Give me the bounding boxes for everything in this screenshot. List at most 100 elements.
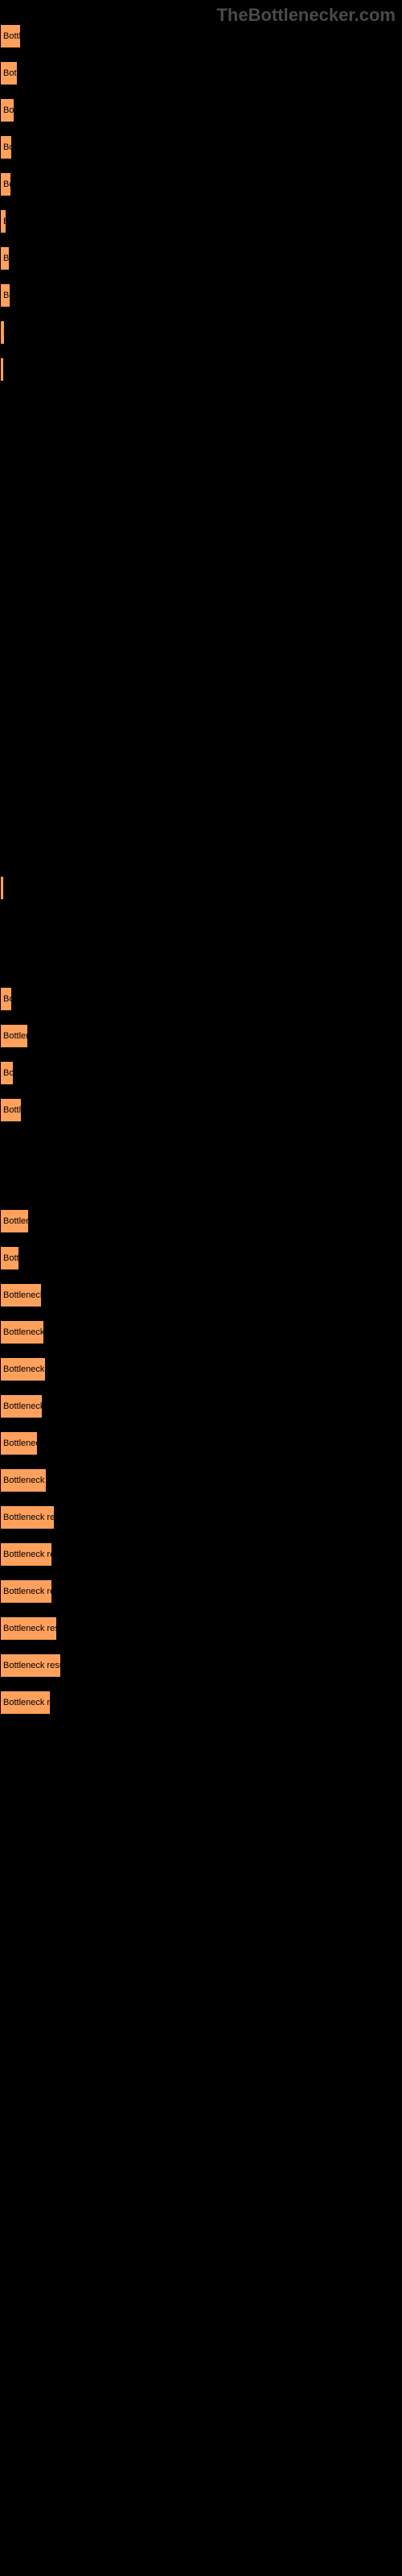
- bar: Bottleneck result: [0, 1579, 52, 1604]
- bar-label: Bottleneck result: [3, 1402, 43, 1411]
- bar-label: Bottleneck result: [3, 1068, 14, 1078]
- bar: Bottleneck result: [0, 98, 14, 122]
- bar: Bottleneck result: [0, 320, 5, 345]
- bar: Bottleneck result: [0, 1061, 14, 1085]
- bar: Bottleneck result: [0, 135, 12, 159]
- bar-label: Bottleneck result: [3, 1364, 46, 1374]
- bar-row: [0, 950, 402, 974]
- bar-label: Bottleneck result: [3, 180, 11, 189]
- bar-row: [0, 469, 402, 493]
- bar: Bottleneck result: [0, 1357, 46, 1381]
- bar: Bottleneck result: [0, 1024, 28, 1048]
- bar-label: Bottleneck result: [3, 1327, 44, 1337]
- bar-label: Bottleneck result: [3, 1290, 42, 1300]
- bar-label: Bottleneck result: [3, 1105, 22, 1115]
- bar-row: [0, 543, 402, 567]
- bar: Bottleneck result: [0, 1246, 19, 1270]
- bar: Bottleneck result: [0, 357, 4, 382]
- bar: Bottleneck result: [0, 1320, 44, 1344]
- watermark-text: TheBottlenecker.com: [216, 5, 396, 26]
- bar: Bottleneck result: [0, 1098, 22, 1122]
- bar-row: Bottleneck result: [0, 1061, 402, 1085]
- bar: Bottleneck result: [0, 61, 18, 85]
- bar: Bottleneck result: [0, 876, 4, 900]
- bar-row: Bottleneck result: [0, 172, 402, 196]
- bar-label: Bottleneck result: [3, 254, 10, 263]
- bar-row: [0, 1135, 402, 1159]
- bar-row: Bottleneck result: [0, 1209, 402, 1233]
- bar-label: Bottleneck result: [3, 217, 6, 226]
- bar-row: [0, 1172, 402, 1196]
- bar-row: Bottleneck result: [0, 1579, 402, 1604]
- bar-label: Bottleneck result: [3, 1513, 55, 1522]
- bar-label: Bottleneck result: [3, 1253, 19, 1263]
- bar-label: Bottleneck result: [3, 31, 21, 41]
- bar-row: [0, 691, 402, 715]
- bar-row: Bottleneck result: [0, 1690, 402, 1715]
- bar-row: Bottleneck result: [0, 1505, 402, 1530]
- bar-row: [0, 802, 402, 826]
- bar-row: Bottleneck result: [0, 24, 402, 48]
- bar-row: Bottleneck result: [0, 1320, 402, 1344]
- bar-row: [0, 728, 402, 752]
- bar-label: Bottleneck result: [3, 994, 12, 1004]
- bar-row: [0, 506, 402, 530]
- bar: Bottleneck result: [0, 209, 6, 233]
- bar-row: Bottleneck result: [0, 98, 402, 122]
- bar-row: [0, 654, 402, 678]
- bar-row: Bottleneck result: [0, 1283, 402, 1307]
- bar: Bottleneck result: [0, 1468, 47, 1492]
- bar-row: Bottleneck result: [0, 1098, 402, 1122]
- bar-row: Bottleneck result: [0, 320, 402, 345]
- bar: Bottleneck result: [0, 1542, 52, 1567]
- bar: Bottleneck result: [0, 1394, 43, 1418]
- bar-label: Bottleneck result: [3, 291, 10, 300]
- bar-row: Bottleneck result: [0, 1468, 402, 1492]
- bar-row: [0, 765, 402, 789]
- bar: Bottleneck result: [0, 1505, 55, 1530]
- bar-row: Bottleneck result: [0, 1542, 402, 1567]
- bar-row: [0, 431, 402, 456]
- bar-label: Bottleneck result: [3, 1031, 28, 1041]
- bar: Bottleneck result: [0, 283, 10, 308]
- bar-label: Bottleneck result: [3, 1439, 38, 1448]
- bar: Bottleneck result: [0, 24, 21, 48]
- bar-row: [0, 617, 402, 641]
- bar-row: Bottleneck result: [0, 135, 402, 159]
- bar-row: Bottleneck result: [0, 246, 402, 270]
- bar: Bottleneck result: [0, 246, 10, 270]
- bar-row: Bottleneck result: [0, 876, 402, 900]
- bar: Bottleneck result: [0, 1653, 61, 1678]
- bar-row: Bottleneck result: [0, 1394, 402, 1418]
- bar-row: Bottleneck result: [0, 61, 402, 85]
- bar-row: Bottleneck result: [0, 1431, 402, 1455]
- bar: Bottleneck result: [0, 1209, 29, 1233]
- bar-row: Bottleneck result: [0, 1653, 402, 1678]
- bar-label: Bottleneck result: [3, 1550, 52, 1559]
- bar: Bottleneck result: [0, 1616, 57, 1641]
- bar-label: Bottleneck result: [3, 365, 4, 374]
- bar-row: Bottleneck result: [0, 1616, 402, 1641]
- bar-label: Bottleneck result: [3, 328, 5, 337]
- bar-row: Bottleneck result: [0, 357, 402, 382]
- bar: Bottleneck result: [0, 1690, 51, 1715]
- bar: Bottleneck result: [0, 1283, 42, 1307]
- bar-label: Bottleneck result: [3, 1476, 47, 1485]
- bar-row: Bottleneck result: [0, 1246, 402, 1270]
- bar: Bottleneck result: [0, 172, 11, 196]
- bar-label: Bottleneck result: [3, 105, 14, 115]
- bar-row: Bottleneck result: [0, 1024, 402, 1048]
- bar: Bottleneck result: [0, 987, 12, 1011]
- bar-label: Bottleneck result: [3, 1216, 29, 1226]
- bar-label: Bottleneck result: [3, 142, 12, 152]
- bar-row: Bottleneck result: [0, 209, 402, 233]
- bar-label: Bottleneck result: [3, 1624, 57, 1633]
- bar-row: Bottleneck result: [0, 987, 402, 1011]
- bar-label: Bottleneck result: [3, 1587, 52, 1596]
- bar-row: [0, 913, 402, 937]
- bar-row: [0, 394, 402, 419]
- bar-row: [0, 580, 402, 604]
- bar-label: Bottleneck result: [3, 1698, 51, 1707]
- bar-label: Bottleneck result: [3, 883, 4, 893]
- bar-row: Bottleneck result: [0, 1357, 402, 1381]
